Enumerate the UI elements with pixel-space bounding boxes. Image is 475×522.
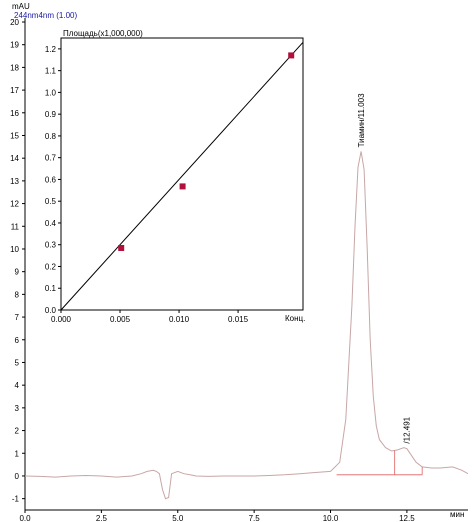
y-tick-label: 16: [10, 109, 19, 118]
x-tick-label: 7.5: [249, 514, 261, 522]
inset-axes: 0.0 0.1 0.2 0.3 0.4 0.5 0.6 0.7 0.8 0.9 1.0 1.1 1.2 0…: [45, 45, 249, 324]
x-tick-label: 2.5: [96, 514, 108, 522]
y-tick-label: 19: [10, 41, 19, 50]
y-tick-label: 13: [10, 177, 19, 186]
x-tick-label: 12.5: [399, 514, 415, 522]
peak-labels: Тиамин/11.003/12.491: [357, 93, 411, 444]
chromatogram-trace: [24, 151, 469, 500]
inset-x-tick-label: 0.005: [110, 315, 131, 324]
inset-y-tick-label: 0.5: [45, 197, 57, 206]
inset-y-tick-label: 1.0: [45, 88, 57, 97]
inset-y-tick-label: 0.0: [45, 306, 57, 315]
inset-y-tick-label: 0.9: [45, 110, 57, 119]
y-tick-label: 1: [15, 449, 20, 458]
y-tick-label: -1: [12, 495, 20, 504]
inset-plot: [60, 42, 304, 311]
calibration-fit-line: [60, 42, 304, 311]
y-tick-label: 8: [15, 290, 20, 299]
y-unit-label: mAU: [12, 2, 30, 11]
calibration-point: [288, 52, 295, 59]
inset-y-tick-label: 1.2: [45, 45, 57, 54]
y-tick-label: 4: [15, 381, 20, 390]
y-tick-label: 6: [15, 336, 20, 345]
y-tick-label: 9: [15, 268, 20, 277]
peak-label: Тиамин/11.003: [357, 93, 366, 147]
y-tick-label: 7: [15, 313, 20, 322]
calibration-inset: Площадь(x1,000,000) Конц. 0.00.10.20.30.…: [45, 29, 305, 324]
calibration-point: [179, 183, 186, 190]
main-trace: [24, 151, 469, 500]
inset-x-tick-label: 0.000: [51, 315, 72, 324]
inset-y-tick-label: 0.2: [45, 262, 57, 271]
y-tick-label: 12: [10, 200, 19, 209]
y-tick-label: 20: [10, 18, 19, 27]
y-tick-label: 0: [15, 472, 20, 481]
inset-xlabel: Конц.: [285, 314, 305, 323]
inset-y-tick-label: 0.4: [45, 219, 57, 228]
inset-y-tick-label: 0.6: [45, 175, 57, 184]
y-tick-label: 11: [11, 222, 20, 231]
inset-y-tick-label: 0.8: [45, 132, 57, 141]
x-tick-label: 5.0: [172, 514, 184, 522]
trace-label: 244nm4nm (1.00): [14, 11, 77, 20]
y-tick-label: 10: [10, 245, 19, 254]
calibration-point: [118, 244, 125, 251]
y-tick-label: 18: [10, 63, 19, 72]
inset-y-tick-label: 0.3: [45, 241, 57, 250]
x-tick-label: 0.0: [19, 514, 31, 522]
inset-x-tick-label: 0.015: [228, 315, 249, 324]
inset-y-tick-label: 0.1: [45, 284, 57, 293]
y-tick-label: 14: [10, 154, 19, 163]
y-tick-label: 3: [15, 404, 20, 413]
peak-label: /12.491: [403, 416, 412, 443]
y-tick-label: 2: [15, 427, 20, 436]
inset-title: Площадь(x1,000,000): [63, 29, 143, 38]
y-tick-label: 5: [15, 358, 20, 367]
x-tick-label: 10.0: [323, 514, 339, 522]
x-unit-label: мин: [450, 510, 464, 519]
inset-y-tick-label: 1.1: [45, 67, 57, 76]
y-tick-label: 15: [10, 131, 19, 140]
inset-y-tick-label: 0.7: [45, 154, 57, 163]
y-tick-label: 17: [10, 86, 19, 95]
inset-x-tick-label: 0.010: [169, 315, 190, 324]
